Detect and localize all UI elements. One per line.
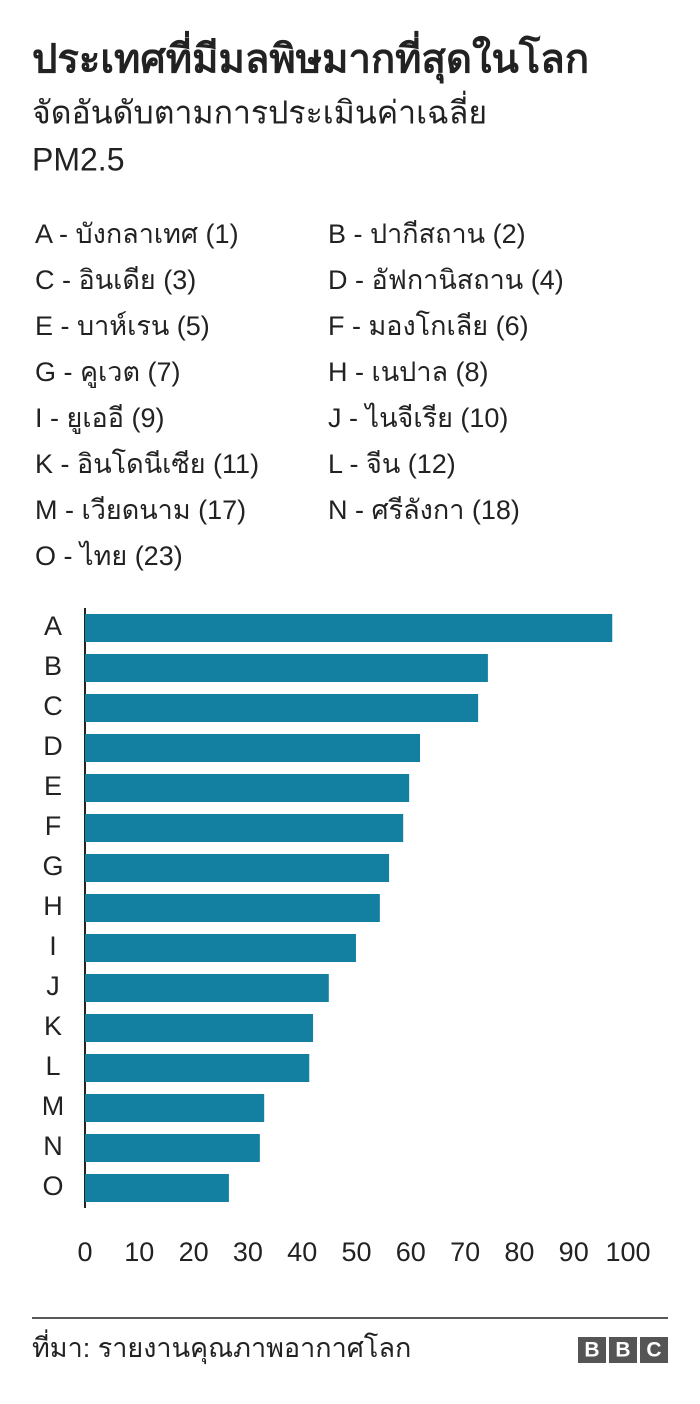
logo-box bbox=[640, 1337, 668, 1363]
bar bbox=[85, 974, 329, 1002]
x-tick-label: 100 bbox=[605, 1237, 650, 1267]
key-item: M - เวียดนาม (17) bbox=[35, 495, 246, 525]
y-tick-label: L bbox=[45, 1051, 60, 1081]
bar bbox=[85, 734, 421, 762]
key-item: D - อัฟกานิสถาน (4) bbox=[328, 265, 564, 295]
y-tick-label: N bbox=[43, 1131, 63, 1161]
source: ที่มา: รายงานคุณภาพอากาศโลก bbox=[32, 1329, 411, 1365]
y-tick-label: E bbox=[44, 771, 62, 801]
x-tick-label: 50 bbox=[341, 1237, 371, 1267]
key-item: L - จีน (12) bbox=[328, 449, 456, 479]
bar bbox=[85, 1054, 310, 1082]
bar bbox=[85, 774, 410, 802]
key-item: I - ยูเออี (9) bbox=[35, 403, 164, 434]
x-tick-label: 90 bbox=[559, 1237, 589, 1267]
y-tick-label: A bbox=[44, 611, 62, 641]
bar bbox=[85, 814, 404, 842]
key-item: K - อินโดนีเซีย (11) bbox=[35, 449, 259, 479]
y-tick-label: C bbox=[43, 691, 63, 721]
y-tick-label: B bbox=[44, 651, 62, 681]
chart-subtitle: จัดอันดับตามการประเมินค่าเฉลี่ย bbox=[32, 90, 487, 130]
x-tick-label: 60 bbox=[396, 1237, 426, 1267]
key-item: N - ศรีลังกา (18) bbox=[328, 495, 520, 525]
x-tick-label: 20 bbox=[179, 1237, 209, 1267]
key-item: F - มองโกเลีย (6) bbox=[328, 311, 529, 341]
x-tick-label: 30 bbox=[233, 1237, 263, 1267]
y-tick-label: O bbox=[42, 1171, 63, 1201]
bar bbox=[85, 894, 380, 922]
y-tick-label: F bbox=[45, 811, 62, 841]
y-tick-label: K bbox=[44, 1011, 62, 1041]
x-tick-label: 10 bbox=[124, 1237, 154, 1267]
bar bbox=[85, 1174, 229, 1202]
key-item: J - ไนจีเรีย (10) bbox=[328, 403, 508, 433]
key-item: A - บังกลาเทศ (1) bbox=[35, 219, 239, 249]
bar bbox=[85, 614, 613, 642]
y-tick-label: G bbox=[42, 851, 63, 881]
bar bbox=[85, 1094, 265, 1122]
chart-title: ประเทศที่มีมลพิษมากที่สุดในโลก bbox=[32, 31, 589, 85]
x-tick-label: 40 bbox=[287, 1237, 317, 1267]
x-tick-label: 70 bbox=[450, 1237, 480, 1267]
y-tick-label: M bbox=[42, 1091, 65, 1121]
bar bbox=[85, 934, 356, 962]
logo-box bbox=[609, 1337, 637, 1363]
bar bbox=[85, 1014, 314, 1042]
y-tick-label: I bbox=[49, 931, 57, 961]
key-item: G - คูเวต (7) bbox=[35, 357, 180, 388]
logo-letter: B bbox=[584, 1339, 599, 1362]
key-item: B - ปากีสถาน (2) bbox=[328, 219, 526, 249]
key-item: E - บาห์เรน (5) bbox=[35, 310, 210, 341]
chart-subtitle: PM2.5 bbox=[32, 141, 124, 177]
x-tick-label: 0 bbox=[77, 1237, 92, 1267]
y-tick-label: J bbox=[46, 971, 60, 1001]
key-item: C - อินเดีย (3) bbox=[35, 265, 196, 295]
bar bbox=[85, 694, 479, 722]
logo-box bbox=[578, 1337, 606, 1363]
bar bbox=[85, 1134, 260, 1162]
bar bbox=[85, 854, 390, 882]
y-tick-label: D bbox=[43, 731, 63, 761]
key-item: H - เนปาล (8) bbox=[328, 357, 489, 387]
x-tick-label: 80 bbox=[504, 1237, 534, 1267]
key-item: O - ไทย (23) bbox=[35, 541, 183, 571]
bar bbox=[85, 654, 488, 682]
y-tick-label: H bbox=[43, 891, 63, 921]
logo-letter: B bbox=[615, 1339, 630, 1362]
logo-letter: C bbox=[646, 1339, 661, 1362]
